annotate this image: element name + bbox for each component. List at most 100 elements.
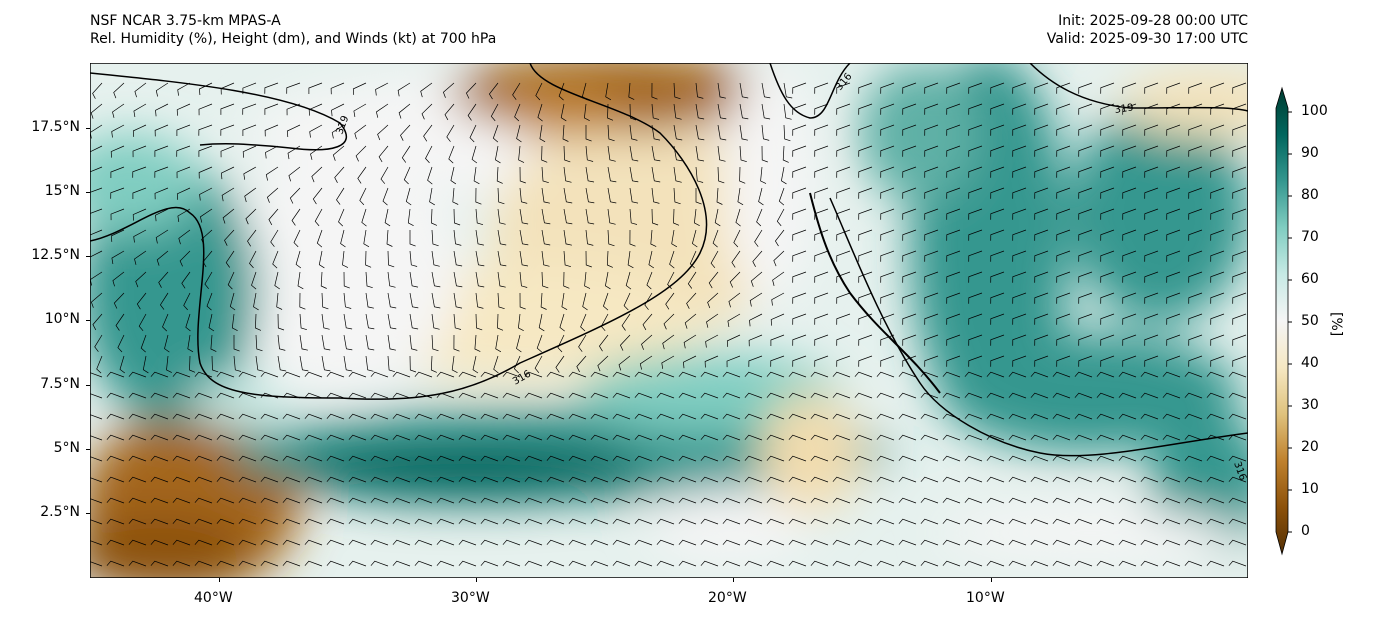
wind-barb xyxy=(810,518,829,525)
wind-barb xyxy=(128,392,147,399)
wind-barb xyxy=(876,518,895,525)
wind-barb xyxy=(563,271,570,289)
wind-barb xyxy=(172,539,191,546)
wind-barb xyxy=(380,166,389,184)
wind-barb xyxy=(924,166,939,178)
wind-barb xyxy=(656,476,675,483)
wind-barb xyxy=(150,455,169,462)
colorbar-tick-label: 60 xyxy=(1301,271,1319,287)
wind-barb xyxy=(737,187,744,206)
wind-barb xyxy=(490,103,499,122)
wind-barb xyxy=(304,539,323,546)
wind-barb xyxy=(502,539,521,546)
wind-barb xyxy=(748,334,763,347)
wind-barb xyxy=(519,187,528,204)
wind-barb xyxy=(113,82,125,99)
wind-barb xyxy=(814,166,829,178)
wind-barb xyxy=(546,497,565,504)
wind-barb xyxy=(1074,518,1093,525)
wind-barb xyxy=(832,518,851,525)
wind-barb xyxy=(876,560,895,567)
wind-barb xyxy=(331,103,345,117)
wind-barb xyxy=(387,250,395,268)
wind-barb xyxy=(854,371,873,378)
wind-barb xyxy=(656,539,675,546)
wind-barb xyxy=(260,560,279,567)
wind-barb xyxy=(546,392,565,399)
wind-barb xyxy=(150,539,169,546)
wind-barb xyxy=(334,166,345,183)
wind-barb xyxy=(326,539,345,546)
wind-barb xyxy=(563,208,573,225)
wind-barb xyxy=(516,124,522,143)
wind-barb xyxy=(546,413,565,420)
wind-barb xyxy=(541,187,550,204)
wind-barb xyxy=(946,208,961,220)
wind-barb xyxy=(766,413,785,420)
lat-label: 10°N xyxy=(44,311,80,327)
wind-barb xyxy=(321,334,331,351)
wind-barb xyxy=(590,392,609,399)
wind-barb xyxy=(641,334,653,350)
wind-barb xyxy=(299,292,306,310)
wind-barb xyxy=(255,334,263,352)
wind-barb xyxy=(684,313,697,329)
wind-barb xyxy=(968,229,983,241)
colorbar-label: [%] xyxy=(1328,312,1344,337)
wind-barb xyxy=(792,82,807,94)
wind-barb xyxy=(1122,250,1137,262)
wind-barb xyxy=(1188,271,1203,283)
wind-barb xyxy=(1078,103,1093,115)
wind-barb xyxy=(1056,166,1071,178)
colorbar-tick-label: 50 xyxy=(1301,313,1319,329)
wind-barb xyxy=(924,208,939,220)
wind-barb xyxy=(700,476,719,483)
wind-barb xyxy=(990,292,1005,304)
wind-barb xyxy=(695,103,705,120)
wind-barb xyxy=(722,371,741,378)
wind-barb xyxy=(810,539,829,546)
wind-barb xyxy=(198,145,213,157)
wind-barb xyxy=(208,313,215,332)
wind-barb xyxy=(1056,145,1071,157)
wind-barb xyxy=(814,103,829,115)
wind-barb xyxy=(238,413,257,420)
wind-barb xyxy=(990,145,1005,157)
wind-barb xyxy=(343,334,353,351)
wind-barb xyxy=(458,539,477,546)
wind-barb xyxy=(135,271,147,288)
wind-barb xyxy=(132,145,147,158)
wind-barb xyxy=(986,371,1005,378)
wind-barb xyxy=(453,250,463,267)
wind-barb xyxy=(106,455,125,462)
wind-barb xyxy=(318,250,325,269)
wind-barb xyxy=(187,334,194,353)
wind-barb xyxy=(700,455,719,462)
wind-barb xyxy=(348,476,367,483)
wind-barb xyxy=(568,560,587,567)
wind-barb xyxy=(1184,371,1203,378)
wind-barb xyxy=(761,103,771,120)
wind-barb xyxy=(519,166,526,184)
wind-barb xyxy=(326,413,345,420)
wind-barb xyxy=(968,208,983,220)
wind-barb xyxy=(1096,392,1115,399)
wind-barb xyxy=(880,292,895,304)
wind-barb xyxy=(744,392,763,399)
wind-barb xyxy=(792,355,807,367)
wind-barb xyxy=(678,497,697,504)
wind-barb xyxy=(876,371,895,378)
wind-barb xyxy=(1228,476,1247,483)
wind-barb xyxy=(1228,560,1247,567)
wind-barb xyxy=(946,334,961,346)
wind-barb xyxy=(739,103,749,120)
wind-barb xyxy=(238,497,257,504)
wind-barb xyxy=(898,455,917,462)
wind-barb xyxy=(832,560,851,567)
wind-barb xyxy=(673,187,681,205)
wind-barb xyxy=(1144,229,1159,241)
wind-barb xyxy=(708,271,719,289)
wind-barb xyxy=(238,434,257,441)
wind-barb xyxy=(568,455,587,462)
wind-barb xyxy=(172,497,191,504)
